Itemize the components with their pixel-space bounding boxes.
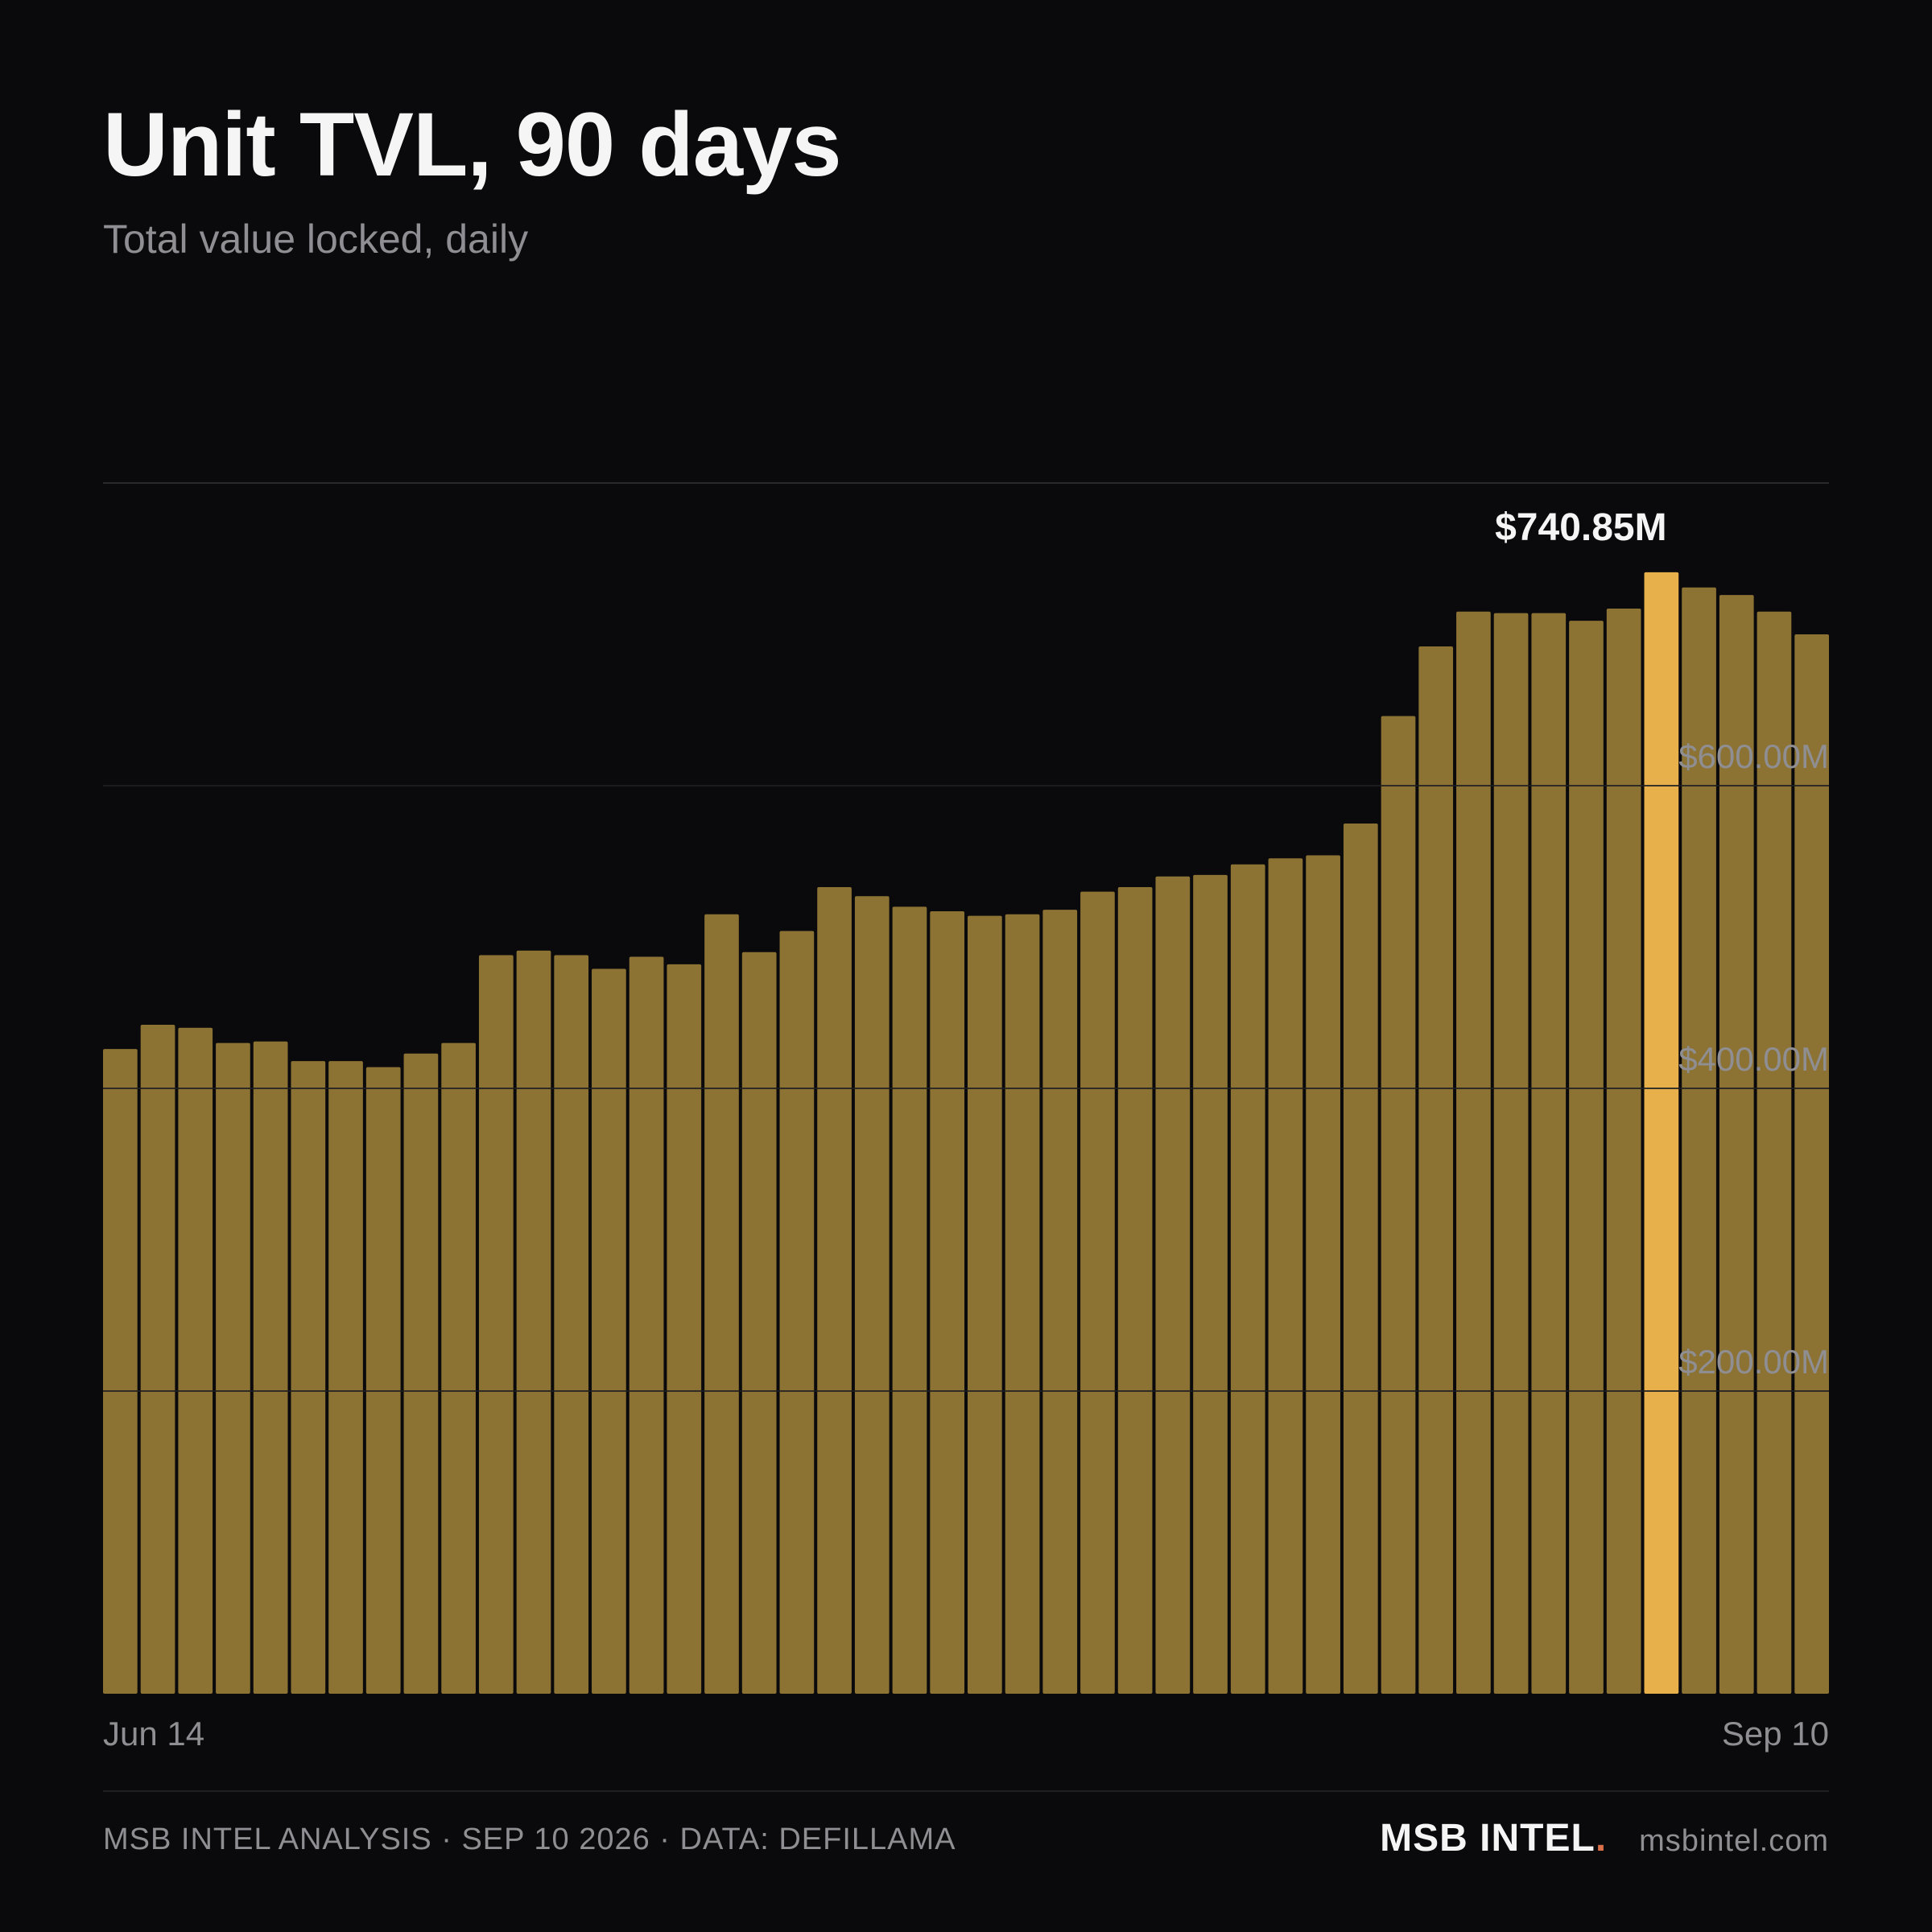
bar: [1531, 613, 1567, 1695]
bar: [1569, 621, 1604, 1694]
y-tick-label: $200.00M: [1678, 1343, 1829, 1381]
bar: [1042, 910, 1078, 1694]
bar: [140, 1025, 175, 1694]
x-tick-label-end: Sep 10: [1722, 1715, 1829, 1752]
bar: [892, 906, 927, 1694]
bar: [178, 1027, 213, 1694]
bar: [667, 964, 702, 1694]
bar: [441, 1042, 476, 1694]
bar: [1418, 646, 1454, 1694]
bar: [1381, 716, 1416, 1694]
bar: [1193, 874, 1228, 1694]
brand-dot: .: [1595, 1817, 1608, 1860]
bar: [1155, 876, 1191, 1694]
bar: [103, 1049, 138, 1694]
bar: [1719, 595, 1754, 1694]
bar: [1117, 886, 1153, 1694]
highlight-value-label: $740.85M: [1495, 506, 1667, 549]
bar: [1268, 858, 1303, 1694]
site-url: msbintel.com: [1639, 1824, 1829, 1858]
bar: [968, 915, 1002, 1694]
bar: [1682, 587, 1716, 1694]
bar: [1080, 891, 1115, 1694]
bar: [253, 1041, 288, 1694]
bar: [1794, 634, 1829, 1694]
bar: [1306, 855, 1340, 1694]
footer-analysis-note: MSB INTEL ANALYSIS · SEP 10 2026 · DATA:…: [103, 1823, 956, 1856]
bar: [1606, 609, 1641, 1694]
bar: [1493, 613, 1529, 1695]
bar: [817, 886, 852, 1694]
bar: [1230, 864, 1265, 1694]
bar: [478, 955, 514, 1694]
bar: [403, 1053, 439, 1694]
bar: [629, 956, 664, 1694]
bar: [554, 955, 589, 1694]
brand-name: MSB INTEL: [1380, 1817, 1596, 1860]
y-tick-label: $400.00M: [1678, 1040, 1829, 1078]
bar: [1456, 611, 1491, 1694]
bar: [930, 911, 964, 1694]
bar: [516, 950, 551, 1694]
page-title: Unit TVL, 90 days: [103, 94, 842, 195]
y-tick-label: $600.00M: [1678, 737, 1829, 775]
bar: [1343, 824, 1378, 1694]
page-subtitle: Total value locked, daily: [103, 217, 529, 262]
bar: [854, 896, 890, 1694]
footer-brand-block: MSB INTEL. msbintel.com: [1380, 1816, 1829, 1860]
bar: [779, 931, 815, 1694]
bar: [1005, 914, 1040, 1694]
bar: [365, 1067, 401, 1694]
footer-divider: [103, 1790, 1829, 1792]
brand-logo: MSB INTEL.: [1380, 1816, 1607, 1860]
x-tick-label-start: Jun 14: [103, 1715, 204, 1752]
bar: [291, 1061, 326, 1694]
bar: [1757, 611, 1792, 1694]
bar-highlight: [1644, 572, 1679, 1695]
bar: [328, 1061, 363, 1694]
bar: [216, 1042, 250, 1694]
bar: [741, 952, 777, 1694]
bar: [704, 914, 739, 1694]
bar: [592, 968, 626, 1694]
